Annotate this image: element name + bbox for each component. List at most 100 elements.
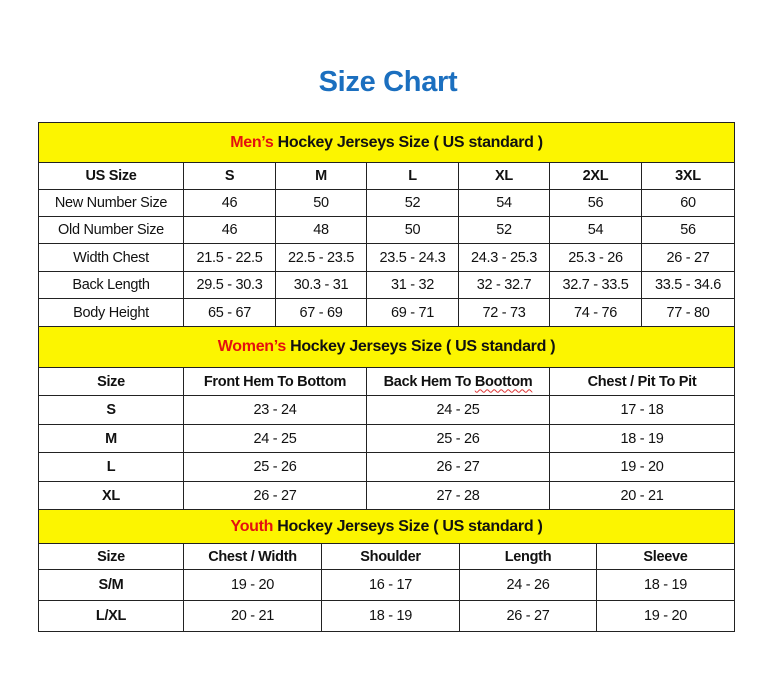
row-label: Old Number Size	[38, 216, 184, 244]
section-title: Youth Hockey Jerseys Size ( US standard …	[38, 509, 735, 544]
womens-size-table: Women’s Hockey Jerseys Size ( US standar…	[37, 326, 736, 510]
column-header: Size	[38, 543, 184, 570]
table-cell: 22.5 - 23.5	[275, 243, 367, 272]
spellcheck-underline: Boottom	[474, 373, 533, 390]
table-cell: 26 - 27	[366, 452, 550, 482]
row-label: L	[38, 452, 184, 482]
table-cell: 23 - 24	[183, 395, 367, 425]
table-cell: 25 - 26	[183, 452, 367, 482]
table-cell: 52	[366, 189, 459, 217]
row-label: Back Length	[38, 271, 184, 299]
table-cell: 33.5 - 34.6	[640, 271, 736, 299]
table-cell: 69 - 71	[366, 298, 459, 327]
column-header: M	[275, 162, 367, 190]
column-header: L	[366, 162, 459, 190]
table-cell: 27 - 28	[366, 481, 550, 510]
table-cell: 19 - 20	[183, 569, 322, 601]
table-row: L/XL 20 - 21 18 - 19 26 - 27 19 - 20	[38, 600, 735, 632]
section-title-text: Hockey Jerseys Size ( US standard )	[285, 338, 556, 355]
header-row: Size Front Hem To Bottom Back Hem To Boott…	[38, 367, 736, 396]
table-cell: 46	[183, 216, 276, 244]
table-cell: 46	[183, 189, 276, 217]
table-cell: 18 - 19	[596, 569, 735, 601]
column-header: Back Hem To Boottom	[366, 367, 550, 396]
table-cell: 26 - 27	[459, 600, 597, 632]
section-banner: Youth Hockey Jerseys Size ( US standard …	[38, 509, 735, 544]
table-cell: 24 - 25	[183, 424, 367, 453]
page-title: Size Chart	[318, 66, 458, 98]
section-title-accent: Men’s	[230, 133, 274, 151]
header-row: Size Chest / Width Shoulder Length Sleeve	[38, 543, 735, 570]
table-cell: 26 - 27	[183, 481, 367, 510]
column-header: XL	[458, 162, 550, 190]
table-cell: 74 - 76	[549, 298, 642, 327]
column-header: Front Hem To Bottom	[183, 367, 367, 396]
row-label: L/XL	[38, 600, 184, 632]
youth-size-table: Youth Hockey Jerseys Size ( US standard …	[38, 509, 735, 632]
column-header: S	[183, 162, 276, 190]
section-banner: Men’s Hockey Jerseys Size ( US standard …	[37, 122, 736, 163]
mens-size-table: Men’s Hockey Jerseys Size ( US standard …	[37, 122, 736, 327]
row-label: S/M	[38, 569, 184, 601]
column-header: Sleeve	[596, 543, 735, 570]
column-header: Shoulder	[321, 543, 460, 570]
table-cell: 65 - 67	[183, 298, 276, 327]
table-row: S 23 - 24 24 - 25 17 - 18	[38, 395, 736, 425]
table-cell: 56	[549, 189, 642, 217]
table-cell: 25.3 - 26	[549, 243, 642, 272]
table-cell: 16 - 17	[321, 569, 460, 601]
table-cell: 17 - 18	[548, 395, 736, 425]
table-row: S/M 19 - 20 16 - 17 24 - 26 18 - 19	[38, 569, 735, 601]
section-title: Women’s Hockey Jerseys Size ( US standar…	[37, 326, 736, 368]
table-row: Body Height 65 - 67 67 - 69 69 - 71 72 - 73 7…	[38, 298, 736, 327]
table-cell: 23.5 - 24.3	[366, 243, 459, 272]
table-cell: 77 - 80	[640, 298, 736, 327]
table-cell: 30.3 - 31	[275, 271, 367, 299]
table-row: Old Number Size 46 48 50 52 54 56	[38, 216, 736, 244]
header-row: US Size S M L XL 2XL 3XL	[38, 162, 736, 190]
section-title: Men’s Hockey Jerseys Size ( US standard …	[37, 122, 736, 163]
table-cell: 50	[366, 216, 459, 244]
table-cell: 54	[549, 216, 642, 244]
row-label: XL	[38, 481, 184, 510]
table-cell: 20 - 21	[548, 481, 736, 510]
row-label: Width Chest	[38, 243, 184, 272]
table-cell: 19 - 20	[596, 600, 735, 632]
section-banner: Women’s Hockey Jerseys Size ( US standar…	[37, 326, 736, 368]
row-label: S	[38, 395, 184, 425]
table-cell: 20 - 21	[183, 600, 322, 632]
table-cell: 18 - 19	[548, 424, 736, 453]
column-header: Length	[459, 543, 597, 570]
table-cell: 52	[458, 216, 550, 244]
table-cell: 50	[275, 189, 367, 217]
table-row: L 25 - 26 26 - 27 19 - 20	[38, 452, 736, 482]
table-cell: 48	[275, 216, 367, 244]
table-cell: 24 - 25	[366, 395, 550, 425]
table-cell: 32 - 32.7	[458, 271, 550, 299]
row-label: New Number Size	[38, 189, 184, 217]
table-cell: 24 - 26	[459, 569, 597, 601]
table-cell: 31 - 32	[366, 271, 459, 299]
table-cell: 56	[640, 216, 736, 244]
table-cell: 26 - 27	[640, 243, 736, 272]
table-cell: 72 - 73	[458, 298, 550, 327]
table-row: Width Chest 21.5 - 22.5 22.5 - 23.5 23.5 - …	[38, 243, 736, 272]
table-cell: 67 - 69	[275, 298, 367, 327]
column-header: 2XL	[549, 162, 642, 190]
table-cell: 18 - 19	[321, 600, 460, 632]
row-label: M	[38, 424, 184, 453]
section-title-accent: Women’s	[217, 338, 286, 355]
table-cell: 54	[458, 189, 550, 217]
column-header: Chest / Pit To Pit	[548, 367, 736, 396]
table-cell: 21.5 - 22.5	[183, 243, 276, 272]
section-title-text: Hockey Jerseys Size ( US standard )	[273, 133, 543, 151]
section-title-accent: Youth	[230, 517, 274, 535]
table-cell: 25 - 26	[366, 424, 550, 453]
table-cell: 29.5 - 30.3	[183, 271, 276, 299]
table-cell: 24.3 - 25.3	[458, 243, 550, 272]
column-header: Size	[38, 367, 184, 396]
table-row: New Number Size 46 50 52 54 56 60	[38, 189, 736, 217]
table-cell: 19 - 20	[548, 452, 736, 482]
column-header: 3XL	[640, 162, 736, 190]
table-row: XL 26 - 27 27 - 28 20 - 21	[38, 481, 736, 510]
